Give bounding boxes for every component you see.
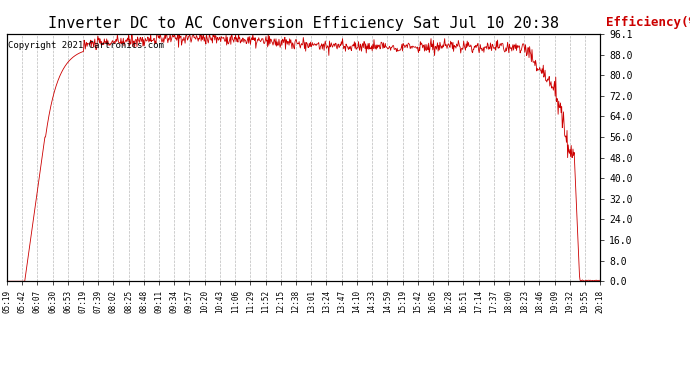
Title: Inverter DC to AC Conversion Efficiency Sat Jul 10 20:38: Inverter DC to AC Conversion Efficiency … [48, 16, 559, 31]
Text: Copyright 2021 Cartronics.com: Copyright 2021 Cartronics.com [8, 41, 164, 50]
Text: Efficiency(%): Efficiency(%) [607, 16, 690, 29]
